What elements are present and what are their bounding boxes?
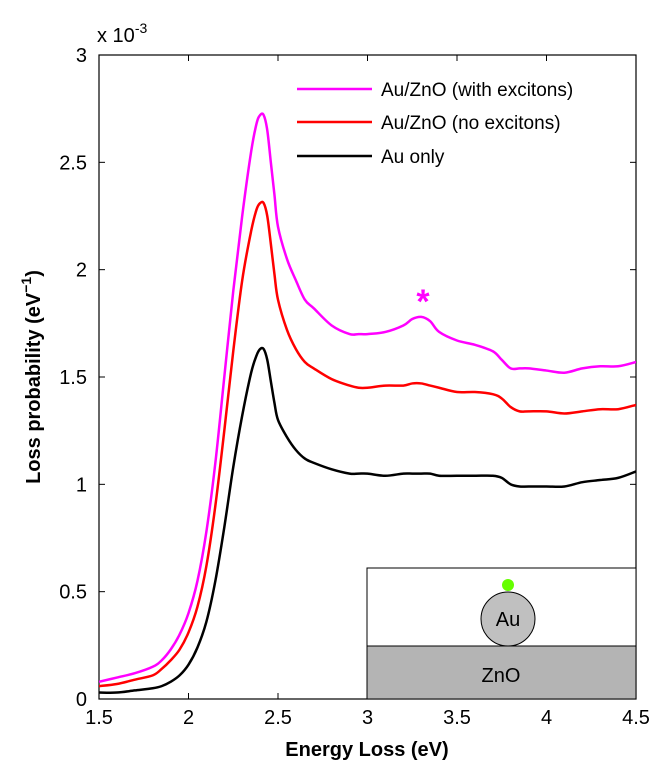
y-tick-label: 1 [76, 474, 87, 496]
x-tick-label: 2.5 [264, 707, 292, 729]
au-label: Au [496, 609, 520, 631]
y-tick-label: 2 [76, 260, 87, 282]
x-tick-label: 3.5 [443, 707, 471, 729]
series-lines [99, 112, 636, 694]
y-tick-label: 0 [76, 689, 87, 711]
y-tick-label: 3 [76, 45, 87, 67]
inset-schematic: ZnO Au [366, 567, 637, 700]
legend-label-au-only: Au only [381, 147, 445, 168]
zno-label: ZnO [482, 665, 521, 687]
x-tick-label: 1.5 [85, 707, 113, 729]
y-tick-label: 1.5 [59, 367, 87, 389]
series-au-only [99, 346, 636, 694]
x-tick-label: 4 [541, 707, 552, 729]
au-nanoparticle [480, 591, 536, 647]
series-with-excitons [99, 112, 636, 684]
x-axis-label: Energy Loss (eV) [285, 739, 448, 761]
electron-probe [502, 579, 514, 591]
y-tick-label: 2.5 [59, 152, 87, 174]
zno-substrate [366, 645, 637, 700]
x-tick-label: 4.5 [622, 707, 650, 729]
legend-label-with-excitons: Au/ZnO (with excitons) [381, 80, 573, 101]
x-tick-label: 2 [183, 707, 194, 729]
series-no-excitons [99, 200, 636, 688]
y-tick-label: 0.5 [59, 582, 87, 604]
x-tick-label: 3 [362, 707, 373, 729]
legend: Au/ZnO (with excitons) Au/ZnO (no excito… [297, 80, 573, 168]
exciton-peak-marker: * [416, 283, 430, 321]
y-exponent-label: x 10-3 [97, 20, 147, 47]
y-axis-label: Loss probability (eV−1) [18, 270, 45, 484]
legend-label-no-excitons: Au/ZnO (no excitons) [381, 113, 561, 134]
